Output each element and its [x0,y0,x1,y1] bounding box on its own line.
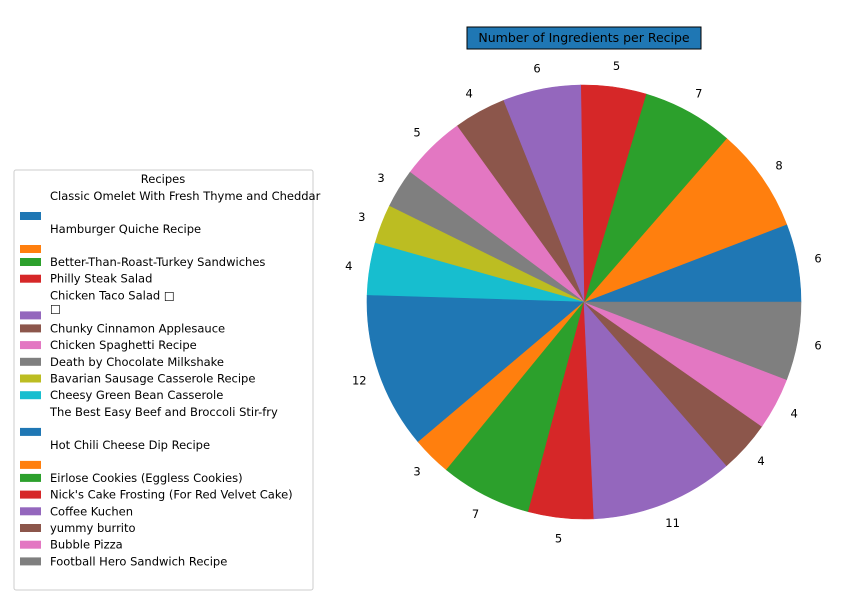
slice-value-labels: 6 8 7 5 6 4 5 3 3 4 12 3 7 5 11 4 4 6 [345,59,822,545]
legend-swatch [20,357,41,366]
slice-value-label: 4 [345,259,352,273]
legend-item: Cheesy Green Bean Casserole [20,388,223,402]
legend-swatch [20,507,41,516]
chart-title: Number of Ingredients per Recipe [478,30,690,45]
legend-item: Chicken Spaghetti Recipe [20,338,197,352]
legend-label: Football Hero Sandwich Recipe [50,554,227,568]
legend-label: Nick's Cake Frosting (For Red Velvet Cak… [50,488,293,502]
slice-value-label: 5 [413,125,420,139]
legend-swatch [20,490,41,499]
legend-label: Bubble Pizza [50,538,123,552]
slice-value-label: 4 [757,454,764,468]
slice-value-label: 4 [466,87,473,101]
slice-value-label: 3 [413,465,420,479]
legend-label: Coffee Kuchen [50,504,133,518]
legend-item: Death by Chocolate Milkshake [20,355,224,369]
slice-value-label: 3 [358,210,365,224]
legend-label: Chicken Spaghetti Recipe [50,338,197,352]
legend-label: Death by Chocolate Milkshake [50,355,224,369]
legend-frame [13,169,314,591]
legend-title: Recipes [141,172,185,186]
legend-label: Philly Steak Salad [50,272,152,286]
legend-item: The Best Easy Beef and Broccoli Stir-fry [20,405,278,436]
slice-value-label: 3 [377,171,384,185]
legend-item: Better-Than-Roast-Turkey Sandwiches [20,255,265,269]
legend-swatch [20,427,41,436]
slice-value-label: 6 [814,338,821,352]
slice-value-label: 8 [775,159,782,173]
pie-slice [583,301,802,381]
legend-swatch [20,324,41,333]
legend-label: Bavarian Sausage Casserole Recipe [50,372,255,386]
legend-swatch [20,245,41,253]
legend-item: Bubble Pizza [20,538,123,552]
legend-item: yummy burrito [20,521,136,535]
pie-slice [583,301,727,520]
legend-label: Hamburger Quiche Recipe [50,222,201,236]
slice-value-label: 7 [695,87,702,101]
legend-item: Hot Chili Cheese Dip Recipe [20,438,210,469]
legend-label: Better-Than-Roast-Turkey Sandwiches [50,255,265,269]
legend-swatch [20,258,41,266]
legend-item: Football Hero Sandwich Recipe [20,554,227,568]
legend-swatch [20,557,41,566]
legend-swatch [20,311,41,320]
chart-title-box: Number of Ingredients per Recipe [466,26,702,50]
pie-slice [583,137,788,303]
legend-item: Coffee Kuchen [20,504,133,518]
slice-value-label: 5 [555,532,562,546]
legend-label: yummy burrito [50,521,136,535]
legend-swatch [20,274,41,283]
legend-swatch [20,212,41,220]
legend-item: Eirlose Cookies (Eggless Cookies) [20,471,243,485]
legend-item: Hamburger Quiche Recipe [20,222,201,253]
slice-value-label: 4 [791,407,798,421]
legend-item: Philly Steak Salad [20,272,152,286]
slice-value-label: 5 [613,59,620,73]
legend-label: Chicken Taco Salad □ □ [50,288,175,315]
legend-item: Bavarian Sausage Casserole Recipe [20,372,255,386]
legend-item: Chunky Cinnamon Applesauce [20,321,225,335]
legend-item: Nick's Cake Frosting (For Red Velvet Cak… [20,488,293,502]
legend-swatch [20,524,41,532]
legend-swatch [20,473,41,482]
pie-slice [366,295,585,443]
legend-item: Classic Omelet With Fresh Thyme and Ched… [20,189,321,220]
legend-swatch [20,540,41,549]
slice-value-label: 6 [533,62,540,76]
legend-label: Classic Omelet With Fresh Thyme and Ched… [50,189,321,203]
slice-value-label: 12 [352,373,367,387]
legend-swatch [20,341,41,350]
legend-label: Chunky Cinnamon Applesauce [50,321,225,335]
legend-swatch [20,374,41,383]
legend-swatch [20,460,41,469]
legend-item: Chicken Taco Salad □ □ [20,288,175,320]
slice-value-label: 7 [472,507,479,521]
legend-swatch [20,391,41,400]
slice-value-label: 6 [814,252,821,266]
legend-label: Eirlose Cookies (Eggless Cookies) [50,471,243,485]
legend-label: The Best Easy Beef and Broccoli Stir-fry [49,405,278,419]
slice-value-label: 11 [665,516,680,530]
legend-label: Cheesy Green Bean Casserole [50,388,223,402]
pie-slices [366,84,802,520]
legend-label: Hot Chili Cheese Dip Recipe [50,438,210,452]
legend: Recipes Classic Omelet With Fresh Thyme … [13,169,321,591]
